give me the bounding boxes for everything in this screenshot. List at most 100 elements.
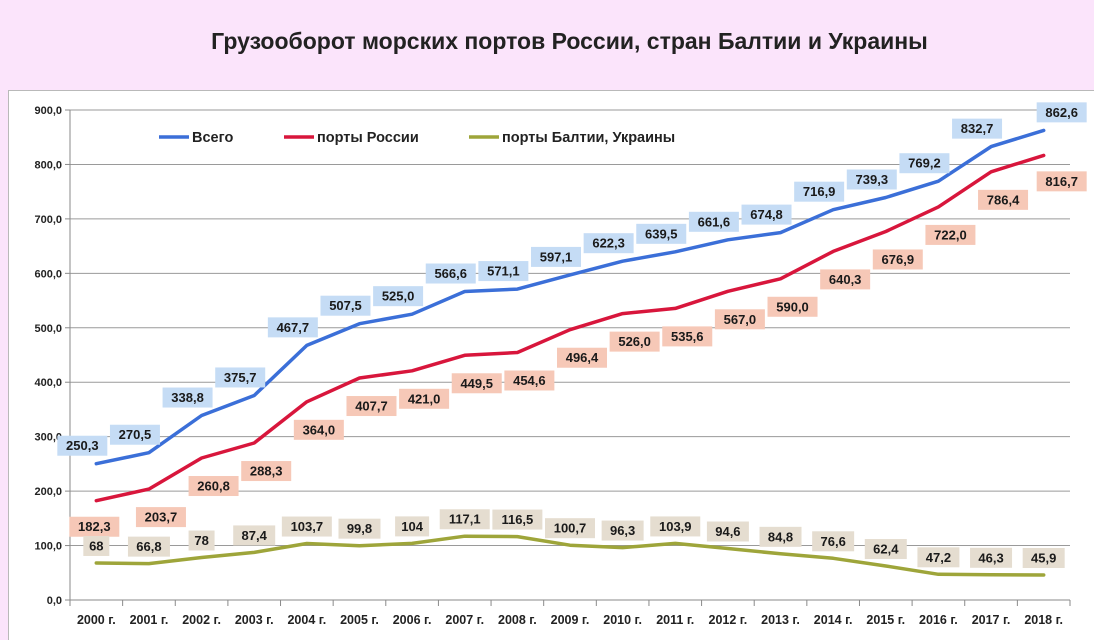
data-label-1: 375,7 xyxy=(215,367,266,388)
data-label-2: 421,0 xyxy=(399,388,450,409)
data-label-box xyxy=(557,347,607,368)
data-label-1: 467,7 xyxy=(267,317,318,338)
data-label-box xyxy=(545,518,595,539)
data-label-text: 100,7 xyxy=(554,521,587,536)
data-label-box xyxy=(759,526,802,547)
data-label-box xyxy=(583,233,634,254)
data-label-text: 46,3 xyxy=(978,550,1003,565)
x-tick-label: 2005 г. xyxy=(340,613,379,627)
data-label-2: 260,8 xyxy=(188,476,239,497)
y-tick-label: 900,0 xyxy=(34,105,62,117)
y-tick-label: 100,0 xyxy=(34,541,62,553)
data-label-2: 407,7 xyxy=(346,396,397,417)
data-label-text: 364,0 xyxy=(303,422,336,437)
data-label-text: 496,4 xyxy=(566,350,599,365)
legend-item-3: порты Балтии, Украины xyxy=(469,130,675,146)
data-label-text: 507,5 xyxy=(329,298,362,313)
x-tick-label: 2015 г. xyxy=(866,613,905,627)
data-label-3: 68 xyxy=(83,535,110,556)
y-tick-label: 800,0 xyxy=(34,159,62,171)
data-label-box xyxy=(846,169,897,190)
data-label-text: 62,4 xyxy=(873,542,899,557)
data-label-1: 739,3 xyxy=(846,169,897,190)
data-label-2: 454,6 xyxy=(504,370,555,391)
x-tick-label: 2011 г. xyxy=(656,613,694,627)
x-tick-label: 2001 г. xyxy=(130,613,169,627)
data-label-text: 117,1 xyxy=(449,512,481,527)
data-label-box xyxy=(83,535,110,556)
data-label-3: 47,2 xyxy=(917,547,960,568)
data-label-3: 87,4 xyxy=(233,525,276,546)
data-label-text: 78 xyxy=(194,533,208,548)
data-label-text: 103,7 xyxy=(291,519,324,534)
data-label-text: 288,3 xyxy=(250,464,283,479)
data-label-box xyxy=(864,539,907,560)
data-label-1: 597,1 xyxy=(531,246,581,267)
data-label-3: 46,3 xyxy=(970,547,1013,568)
y-tick-label: 500,0 xyxy=(34,323,62,335)
data-label-box xyxy=(820,269,871,290)
data-label-box xyxy=(267,317,318,338)
data-label-box xyxy=(346,396,397,417)
data-label-2: 816,7 xyxy=(1036,171,1087,192)
data-label-text: 375,7 xyxy=(224,370,257,385)
data-label-2: 676,9 xyxy=(872,249,923,270)
data-label-text: 47,2 xyxy=(926,550,951,565)
data-label-text: 525,0 xyxy=(382,289,415,304)
data-label-box xyxy=(662,326,713,347)
data-label-2: 526,0 xyxy=(609,331,660,352)
data-label-text: 66,8 xyxy=(136,539,161,554)
data-label-box xyxy=(451,373,502,394)
data-label-1: 270,5 xyxy=(109,424,160,445)
data-label-text: 84,8 xyxy=(768,529,793,544)
data-label-box xyxy=(1022,548,1065,569)
x-tick-label: 2009 г. xyxy=(551,613,590,627)
y-tick-label: 400,0 xyxy=(34,377,62,389)
data-label-3: 96,3 xyxy=(601,520,644,541)
data-label-1: 250,3 xyxy=(57,435,108,456)
data-label-text: 99,8 xyxy=(347,521,372,536)
x-tick-label: 2017 г. xyxy=(972,613,1011,627)
data-label-box xyxy=(970,547,1013,568)
data-label-1: 525,0 xyxy=(373,286,424,307)
data-label-box xyxy=(338,518,381,539)
data-label-box xyxy=(952,118,1003,139)
data-label-box xyxy=(531,246,581,267)
data-label-text: 716,9 xyxy=(803,184,836,199)
data-label-1: 338,8 xyxy=(162,387,213,408)
data-label-text: 76,6 xyxy=(821,534,846,549)
data-label-3: 116,5 xyxy=(492,509,543,530)
data-label-text: 567,0 xyxy=(724,312,757,327)
data-label-3: 100,7 xyxy=(545,518,595,539)
data-label-2: 364,0 xyxy=(293,419,344,440)
data-label-box xyxy=(69,516,120,537)
data-label-text: 526,0 xyxy=(618,334,651,349)
data-label-text: 454,6 xyxy=(513,373,546,388)
data-label-3: 94,6 xyxy=(706,521,749,542)
x-tick-label: 2004 г. xyxy=(287,613,326,627)
data-label-box xyxy=(109,424,160,445)
data-label-1: 769,2 xyxy=(899,153,950,174)
data-label-text: 661,6 xyxy=(698,214,731,229)
data-label-2: 288,3 xyxy=(241,461,292,482)
data-label-2: 722,0 xyxy=(925,224,976,245)
legend-label: порты России xyxy=(317,130,419,146)
data-label-3: 103,9 xyxy=(650,516,701,537)
data-label-text: 722,0 xyxy=(934,227,967,242)
data-label-text: 832,7 xyxy=(961,121,994,136)
data-label-box xyxy=(978,189,1029,210)
data-label-box xyxy=(609,331,660,352)
data-label-box xyxy=(373,286,424,307)
data-label-text: 182,3 xyxy=(78,519,111,534)
data-label-text: 786,4 xyxy=(987,192,1020,207)
series-line-1 xyxy=(94,128,1046,466)
data-label-3: 45,9 xyxy=(1022,548,1065,569)
data-label-text: 769,2 xyxy=(908,156,941,171)
x-tick-label: 2018 г. xyxy=(1024,613,1063,627)
data-label-box xyxy=(812,531,855,552)
x-tick-label: 2008 г. xyxy=(498,613,537,627)
data-label-text: 449,5 xyxy=(460,376,493,391)
data-label-2: 590,0 xyxy=(767,296,818,317)
data-label-box xyxy=(899,153,950,174)
data-label-box xyxy=(741,204,792,225)
